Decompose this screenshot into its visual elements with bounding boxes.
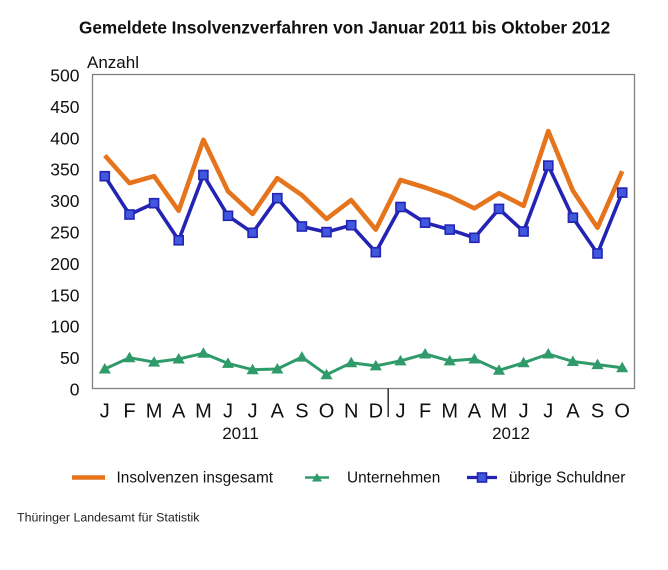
- svg-text:50: 50: [60, 348, 80, 368]
- svg-text:250: 250: [50, 223, 79, 243]
- svg-text:350: 350: [50, 160, 79, 180]
- svg-text:F: F: [419, 401, 431, 423]
- svg-text:500: 500: [50, 66, 79, 86]
- svg-text:M: M: [195, 401, 212, 423]
- svg-text:Anzahl: Anzahl: [87, 53, 139, 72]
- svg-text:Gemeldete Insolvenzverfahren v: Gemeldete Insolvenzverfahren von Januar …: [79, 18, 610, 38]
- svg-text:übrige Schuldner: übrige Schuldner: [509, 470, 625, 487]
- svg-text:J: J: [223, 401, 233, 423]
- svg-text:150: 150: [50, 285, 79, 305]
- svg-text:A: A: [566, 401, 580, 423]
- svg-text:N: N: [344, 401, 358, 423]
- svg-text:O: O: [319, 401, 335, 423]
- svg-text:0: 0: [70, 380, 80, 400]
- svg-text:D: D: [369, 401, 383, 423]
- svg-text:Thüringer Landesamt für Statis: Thüringer Landesamt für Statistik: [17, 511, 200, 525]
- svg-text:2012: 2012: [492, 424, 530, 443]
- svg-text:Unternehmen: Unternehmen: [347, 470, 440, 487]
- svg-text:J: J: [100, 401, 110, 423]
- svg-text:200: 200: [50, 254, 79, 274]
- svg-text:J: J: [396, 401, 406, 423]
- svg-text:2011: 2011: [222, 424, 259, 443]
- svg-text:M: M: [491, 401, 508, 423]
- svg-text:300: 300: [50, 191, 79, 211]
- svg-text:M: M: [441, 401, 458, 423]
- svg-text:J: J: [543, 401, 553, 423]
- svg-text:100: 100: [50, 317, 79, 337]
- svg-text:S: S: [295, 401, 308, 423]
- svg-text:O: O: [614, 401, 630, 423]
- svg-text:Insolvenzen insgesamt: Insolvenzen insgesamt: [117, 470, 274, 487]
- svg-text:S: S: [591, 401, 604, 423]
- svg-text:A: A: [271, 401, 285, 423]
- svg-text:F: F: [123, 401, 135, 423]
- svg-text:450: 450: [50, 97, 79, 117]
- svg-text:M: M: [146, 401, 163, 423]
- svg-text:J: J: [519, 401, 529, 423]
- svg-text:400: 400: [50, 128, 79, 148]
- svg-text:J: J: [248, 401, 258, 423]
- svg-text:A: A: [172, 401, 186, 423]
- svg-text:A: A: [468, 401, 482, 423]
